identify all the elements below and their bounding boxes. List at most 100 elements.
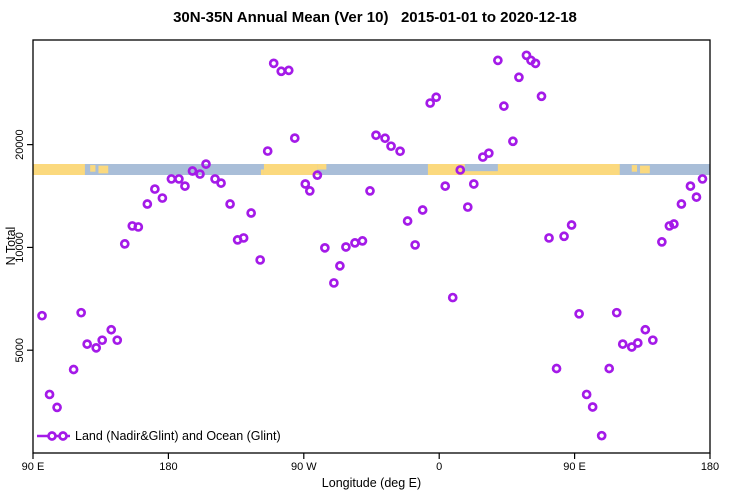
data-point [697, 174, 708, 184]
y-tick-label: 20000 [14, 129, 26, 160]
data-point [611, 307, 622, 318]
legend-marker [47, 431, 57, 441]
map-band-land [631, 165, 638, 172]
data-point [440, 181, 451, 191]
map-band-sea-patch [464, 164, 498, 172]
y-tick-label: 5000 [14, 338, 26, 362]
data-point [44, 389, 55, 400]
data-point [514, 72, 524, 83]
data-point [320, 243, 330, 253]
data-point [238, 233, 249, 243]
data-point [676, 199, 687, 209]
data-point [82, 339, 93, 349]
data-point [201, 159, 211, 169]
data-point [91, 343, 102, 353]
data-point [195, 169, 205, 179]
data-point [225, 199, 235, 209]
map-band-land [33, 164, 85, 175]
map-band-land [90, 165, 96, 172]
x-tick-label: 180 [701, 461, 719, 473]
x-tick-label: 90 W [291, 461, 317, 473]
data-point [157, 193, 168, 203]
y-axis-label: N Total [4, 226, 18, 266]
data-point [142, 199, 153, 209]
data-point [106, 324, 117, 335]
data-point [632, 338, 643, 348]
x-tick-label: 0 [436, 461, 442, 473]
data-point [97, 335, 108, 346]
data-point [166, 174, 177, 184]
data-point [425, 98, 436, 108]
data-point [536, 91, 547, 102]
legend-label: Land (Nadir&Glint) and Ocean (Glint) [75, 429, 281, 443]
data-point [617, 339, 628, 349]
data-point [493, 55, 503, 66]
data-point [499, 101, 509, 111]
data-point [289, 133, 300, 143]
data-point [371, 130, 381, 141]
data-point [312, 170, 323, 180]
data-point [187, 166, 198, 176]
data-point [68, 364, 79, 375]
map-band-land [317, 164, 327, 170]
legend-marker [58, 431, 68, 441]
data-point [246, 208, 256, 218]
data-point [402, 216, 413, 226]
data-point [559, 231, 569, 242]
data-point [150, 184, 160, 194]
map-band-land [263, 164, 318, 175]
data-point [566, 220, 577, 230]
data-point [180, 181, 190, 191]
map-band-land [427, 164, 620, 175]
data-point [587, 402, 598, 412]
data-point [210, 174, 220, 184]
data-point [255, 255, 266, 265]
data-point [508, 136, 518, 147]
data-point [300, 179, 311, 189]
map-band-land [640, 165, 650, 174]
map-band-land [260, 169, 264, 175]
data-point [410, 240, 420, 250]
data-point [483, 148, 494, 159]
data-point [574, 308, 584, 319]
data-point [335, 261, 345, 271]
data-point [283, 65, 294, 76]
map-band-land [98, 165, 109, 174]
data-point [447, 292, 458, 303]
data-point [386, 141, 396, 152]
x-axis-label: Longitude (deg E) [321, 476, 422, 490]
x-tick-label: 90 E [22, 461, 45, 473]
data-point [691, 192, 702, 202]
x-tick-label: 90 E [563, 461, 586, 473]
data-point [551, 363, 562, 374]
x-tick-label: 180 [159, 461, 177, 473]
data-point [462, 202, 473, 212]
data-point [647, 335, 658, 346]
data-point [468, 179, 479, 189]
data-point [596, 430, 607, 441]
data-point [365, 186, 375, 196]
data-point [357, 236, 368, 246]
data-point [380, 133, 390, 144]
data-point [455, 165, 466, 175]
data-point [119, 239, 130, 249]
data-point [262, 146, 273, 156]
data-point [640, 324, 651, 335]
plot-border [32, 39, 711, 454]
y-tick-label: 10000 [14, 232, 26, 263]
data-point [669, 219, 679, 229]
data-point [604, 363, 615, 374]
map-band-ocean [33, 164, 710, 175]
data-point [52, 402, 62, 413]
data-point [216, 178, 226, 188]
data-point [417, 205, 428, 215]
data-point [174, 174, 184, 184]
data-point [268, 58, 279, 69]
data-point [581, 389, 592, 400]
data-point [431, 92, 442, 103]
data-point [329, 278, 339, 288]
data-point [133, 222, 144, 232]
data-point [341, 242, 351, 252]
